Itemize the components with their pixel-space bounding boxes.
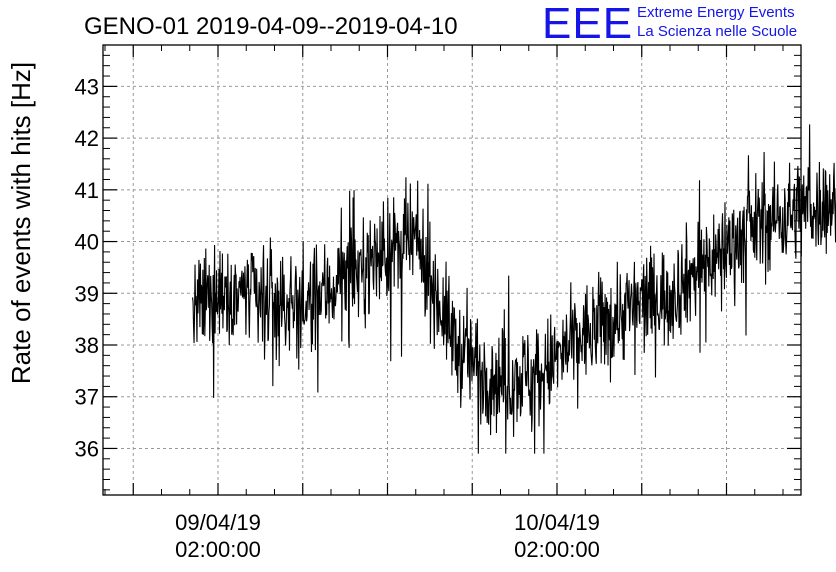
y-tick-label: 38: [75, 333, 99, 358]
y-tick-label: 37: [75, 385, 99, 410]
y-tick-label: 41: [75, 178, 99, 203]
y-axis-label: Rate of events with hits [Hz]: [6, 62, 36, 384]
y-tick-label: 39: [75, 281, 99, 306]
eee-logo-line1: Extreme Energy Events: [637, 4, 795, 21]
x-tick-date: 09/04/19: [175, 510, 261, 535]
axes: 363738394041424309/04/1902:00:0010/04/19…: [75, 45, 801, 562]
x-tick-date: 10/04/19: [514, 510, 600, 535]
plot-frame: [102, 44, 802, 496]
y-tick-label: 42: [75, 126, 99, 151]
eee-logo-text: Extreme Energy Events La Scienza nelle S…: [637, 3, 797, 41]
x-tick-time: 02:00:00: [175, 537, 261, 562]
x-tick-time: 02:00:00: [514, 537, 600, 562]
chart-title: GENO-01 2019-04-09--2019-04-10: [84, 13, 458, 40]
y-tick-label: 36: [75, 436, 99, 461]
y-tick-label: 43: [75, 74, 99, 99]
eee-logo-mark: EEE: [542, 0, 634, 48]
eee-logo-line2: La Scienza nelle Scuole: [637, 23, 798, 40]
y-tick-label: 40: [75, 230, 99, 255]
series-rate: [192, 124, 836, 454]
rate-series-line: [192, 124, 836, 454]
